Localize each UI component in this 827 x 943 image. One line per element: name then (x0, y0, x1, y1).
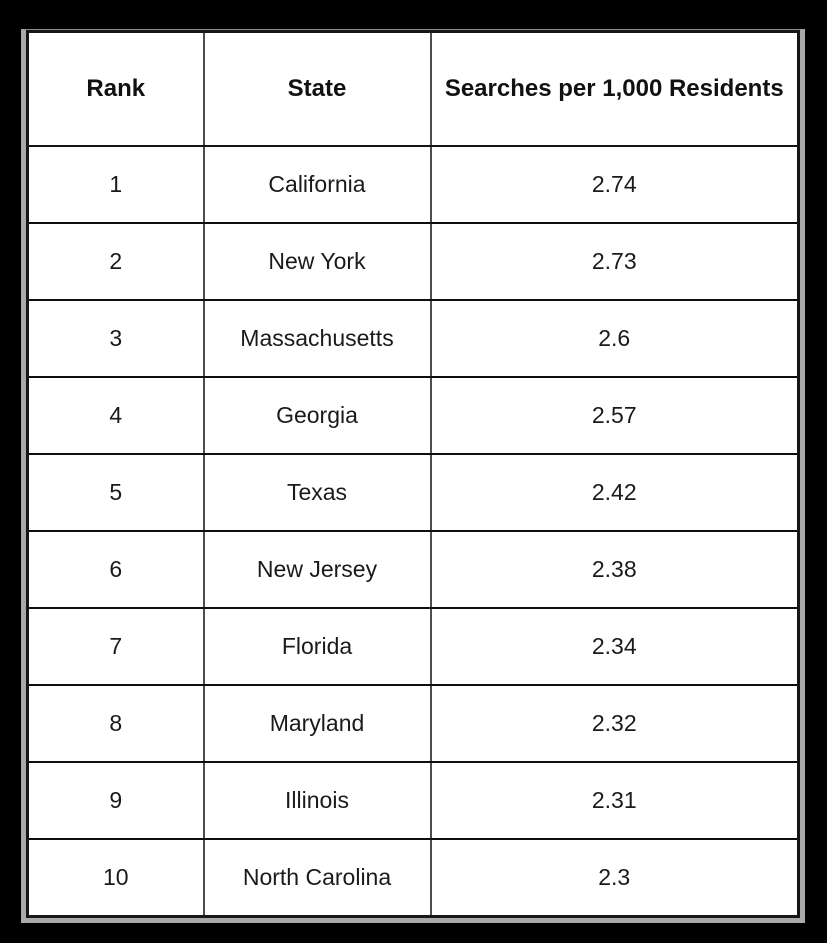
table-row: 3 Massachusetts 2.6 (26, 299, 800, 378)
cell-rank: 1 (26, 145, 205, 224)
table-row: 9 Illinois 2.31 (26, 761, 800, 840)
cell-rank: 7 (26, 607, 205, 686)
table-row: 10 North Carolina 2.3 (26, 838, 800, 918)
cell-value: 2.31 (429, 761, 800, 840)
state-searches-table: Rank State Searches per 1,000 Residents … (26, 30, 800, 918)
header-state: State (202, 30, 432, 147)
cell-state: California (202, 145, 432, 224)
cell-state: New York (202, 222, 432, 301)
header-searches-per-1000-residents: Searches per 1,000 Residents (429, 30, 800, 147)
table-row: 2 New York 2.73 (26, 222, 800, 301)
cell-value: 2.74 (429, 145, 800, 224)
table-row: 1 California 2.74 (26, 145, 800, 224)
cell-value: 2.32 (429, 684, 800, 763)
cell-value: 2.6 (429, 299, 800, 378)
cell-state: North Carolina (202, 838, 432, 918)
cell-state: Georgia (202, 376, 432, 455)
cell-state: New Jersey (202, 530, 432, 609)
table-body: 1 California 2.74 2 New York 2.73 3 Massachuset… (26, 145, 800, 918)
cell-state: Maryland (202, 684, 432, 763)
table-row: 6 New Jersey 2.38 (26, 530, 800, 609)
cell-state: Massachusetts (202, 299, 432, 378)
cell-rank: 5 (26, 453, 205, 532)
cell-rank: 3 (26, 299, 205, 378)
cell-rank: 8 (26, 684, 205, 763)
cell-value: 2.3 (429, 838, 800, 918)
cell-value: 2.57 (429, 376, 800, 455)
cell-state: Florida (202, 607, 432, 686)
cell-state: Illinois (202, 761, 432, 840)
table-row: 7 Florida 2.34 (26, 607, 800, 686)
cell-value: 2.42 (429, 453, 800, 532)
cell-rank: 9 (26, 761, 205, 840)
table-row: 8 Maryland 2.32 (26, 684, 800, 763)
cell-rank: 2 (26, 222, 205, 301)
header-row: Rank State Searches per 1,000 Residents (26, 30, 800, 147)
table-frame: Rank State Searches per 1,000 Residents … (21, 29, 805, 923)
cell-rank: 6 (26, 530, 205, 609)
cell-rank: 10 (26, 838, 205, 918)
header-rank: Rank (26, 30, 205, 147)
table-row: 4 Georgia 2.57 (26, 376, 800, 455)
cell-state: Texas (202, 453, 432, 532)
cell-rank: 4 (26, 376, 205, 455)
cell-value: 2.38 (429, 530, 800, 609)
cell-value: 2.34 (429, 607, 800, 686)
table-row: 5 Texas 2.42 (26, 453, 800, 532)
cell-value: 2.73 (429, 222, 800, 301)
